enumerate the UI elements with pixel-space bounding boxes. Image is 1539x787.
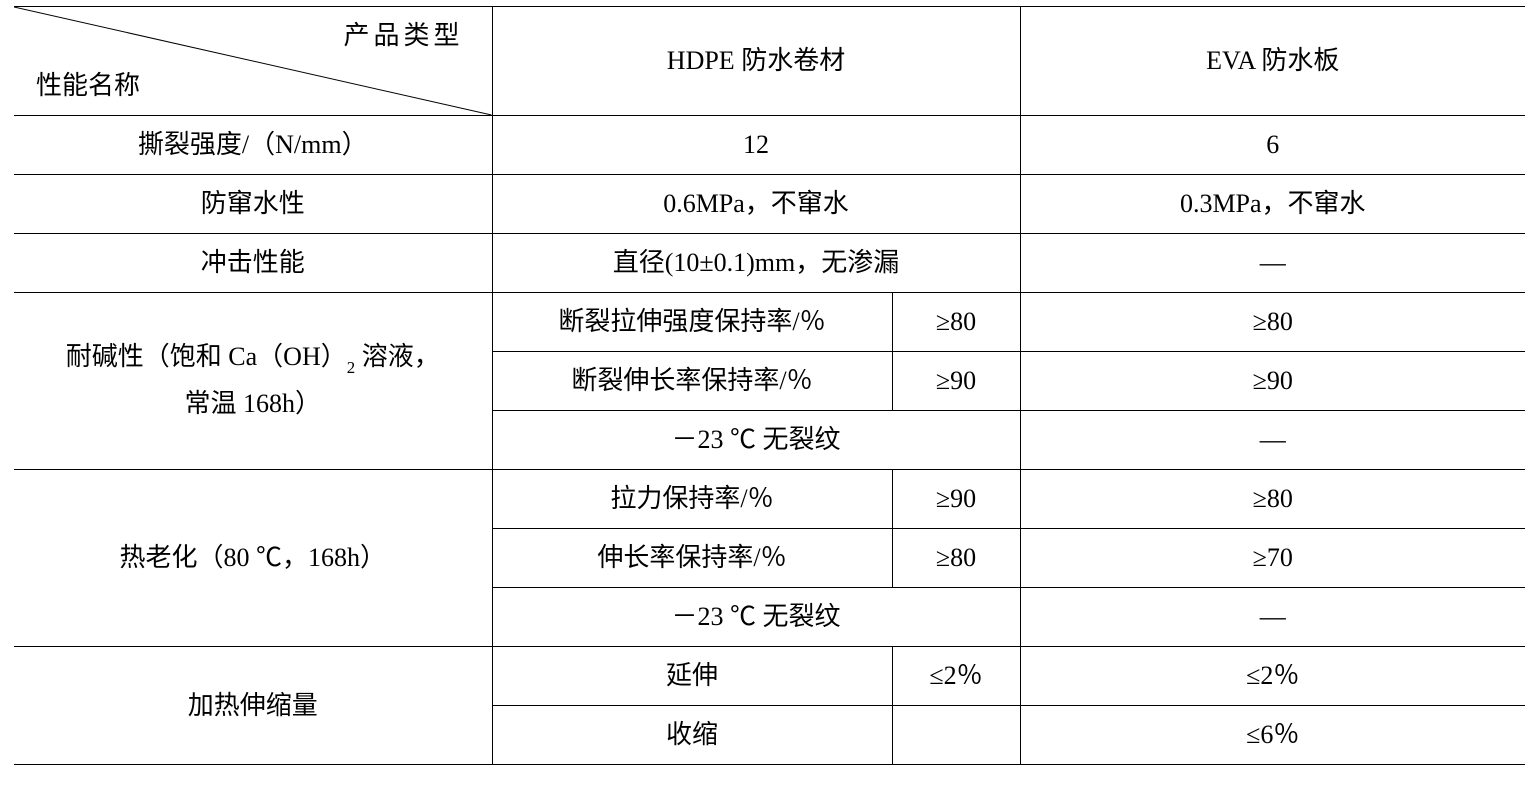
cell-value: 0.3MPa，不窜水 — [1020, 175, 1525, 234]
row-label-heat-expansion: 加热伸缩量 — [14, 647, 492, 765]
page: 产品类型 性能名称 HDPE 防水卷材 EVA 防水板 撕裂强度/（N/mm） … — [0, 0, 1539, 787]
cell-value: ≥80 — [1020, 293, 1525, 352]
header-col-hdpe: HDPE 防水卷材 — [492, 7, 1020, 116]
table-row: 热老化（80 ℃，168h） 拉力保持率/％ ≥90 ≥80 — [14, 470, 1525, 529]
table-header-row: 产品类型 性能名称 HDPE 防水卷材 EVA 防水板 — [14, 7, 1525, 116]
row-label-line1: 耐碱性（饱和 Ca（OH）2 溶液， — [66, 342, 440, 371]
row-label-line2: 常温 168h） — [184, 389, 321, 418]
cell-subprop: 断裂伸长率保持率/％ — [492, 352, 892, 411]
cell-value: ≥80 — [1020, 470, 1525, 529]
table-row: 撕裂强度/（N/mm） 12 6 — [14, 116, 1525, 175]
header-product-type-label: 产品类型 — [343, 17, 463, 55]
table-row: 加热伸缩量 延伸 ≤2％ ≤2％ — [14, 647, 1525, 706]
cell-subprop: 延伸 — [492, 647, 892, 706]
row-label-alkali: 耐碱性（饱和 Ca（OH）2 溶液， 常温 168h） — [14, 293, 492, 470]
cell-value: 直径(10±0.1)mm，无渗漏 — [492, 234, 1020, 293]
cell-subprop: 收缩 — [492, 706, 892, 765]
spec-table: 产品类型 性能名称 HDPE 防水卷材 EVA 防水板 撕裂强度/（N/mm） … — [14, 6, 1525, 765]
cell-value: －23 ℃ 无裂纹 — [492, 411, 1020, 470]
cell-value: — — [1020, 588, 1525, 647]
cell-value: ≥90 — [1020, 352, 1525, 411]
row-label: 撕裂强度/（N/mm） — [14, 116, 492, 175]
row-label: 防窜水性 — [14, 175, 492, 234]
cell-value — [892, 706, 1020, 765]
cell-value: — — [1020, 234, 1525, 293]
cell-value: －23 ℃ 无裂纹 — [492, 588, 1020, 647]
subscript: 2 — [347, 358, 355, 377]
cell-subprop: 拉力保持率/％ — [492, 470, 892, 529]
table-row: 防窜水性 0.6MPa，不窜水 0.3MPa，不窜水 — [14, 175, 1525, 234]
text: 溶液， — [355, 342, 440, 371]
cell-value: 0.6MPa，不窜水 — [492, 175, 1020, 234]
cell-value: — — [1020, 411, 1525, 470]
cell-value: ≤6％ — [1020, 706, 1525, 765]
cell-value: 6 — [1020, 116, 1525, 175]
cell-value: ≥80 — [892, 529, 1020, 588]
cell-value: ≥90 — [892, 352, 1020, 411]
cell-subprop: 伸长率保持率/％ — [492, 529, 892, 588]
table-row: 冲击性能 直径(10±0.1)mm，无渗漏 — — [14, 234, 1525, 293]
header-col-eva: EVA 防水板 — [1020, 7, 1525, 116]
row-label-heat-aging: 热老化（80 ℃，168h） — [14, 470, 492, 647]
header-property-name-label: 性能名称 — [36, 67, 140, 105]
cell-value: ≥80 — [892, 293, 1020, 352]
cell-value: ≤2％ — [892, 647, 1020, 706]
cell-value: 12 — [492, 116, 1020, 175]
header-diagonal-cell: 产品类型 性能名称 — [14, 7, 492, 116]
cell-value: ≤2％ — [1020, 647, 1525, 706]
cell-value: ≥90 — [892, 470, 1020, 529]
cell-value: ≥70 — [1020, 529, 1525, 588]
text: 耐碱性（饱和 Ca（OH） — [66, 342, 347, 371]
table-row: 耐碱性（饱和 Ca（OH）2 溶液， 常温 168h） 断裂拉伸强度保持率/％ … — [14, 293, 1525, 352]
cell-subprop: 断裂拉伸强度保持率/％ — [492, 293, 892, 352]
row-label: 冲击性能 — [14, 234, 492, 293]
